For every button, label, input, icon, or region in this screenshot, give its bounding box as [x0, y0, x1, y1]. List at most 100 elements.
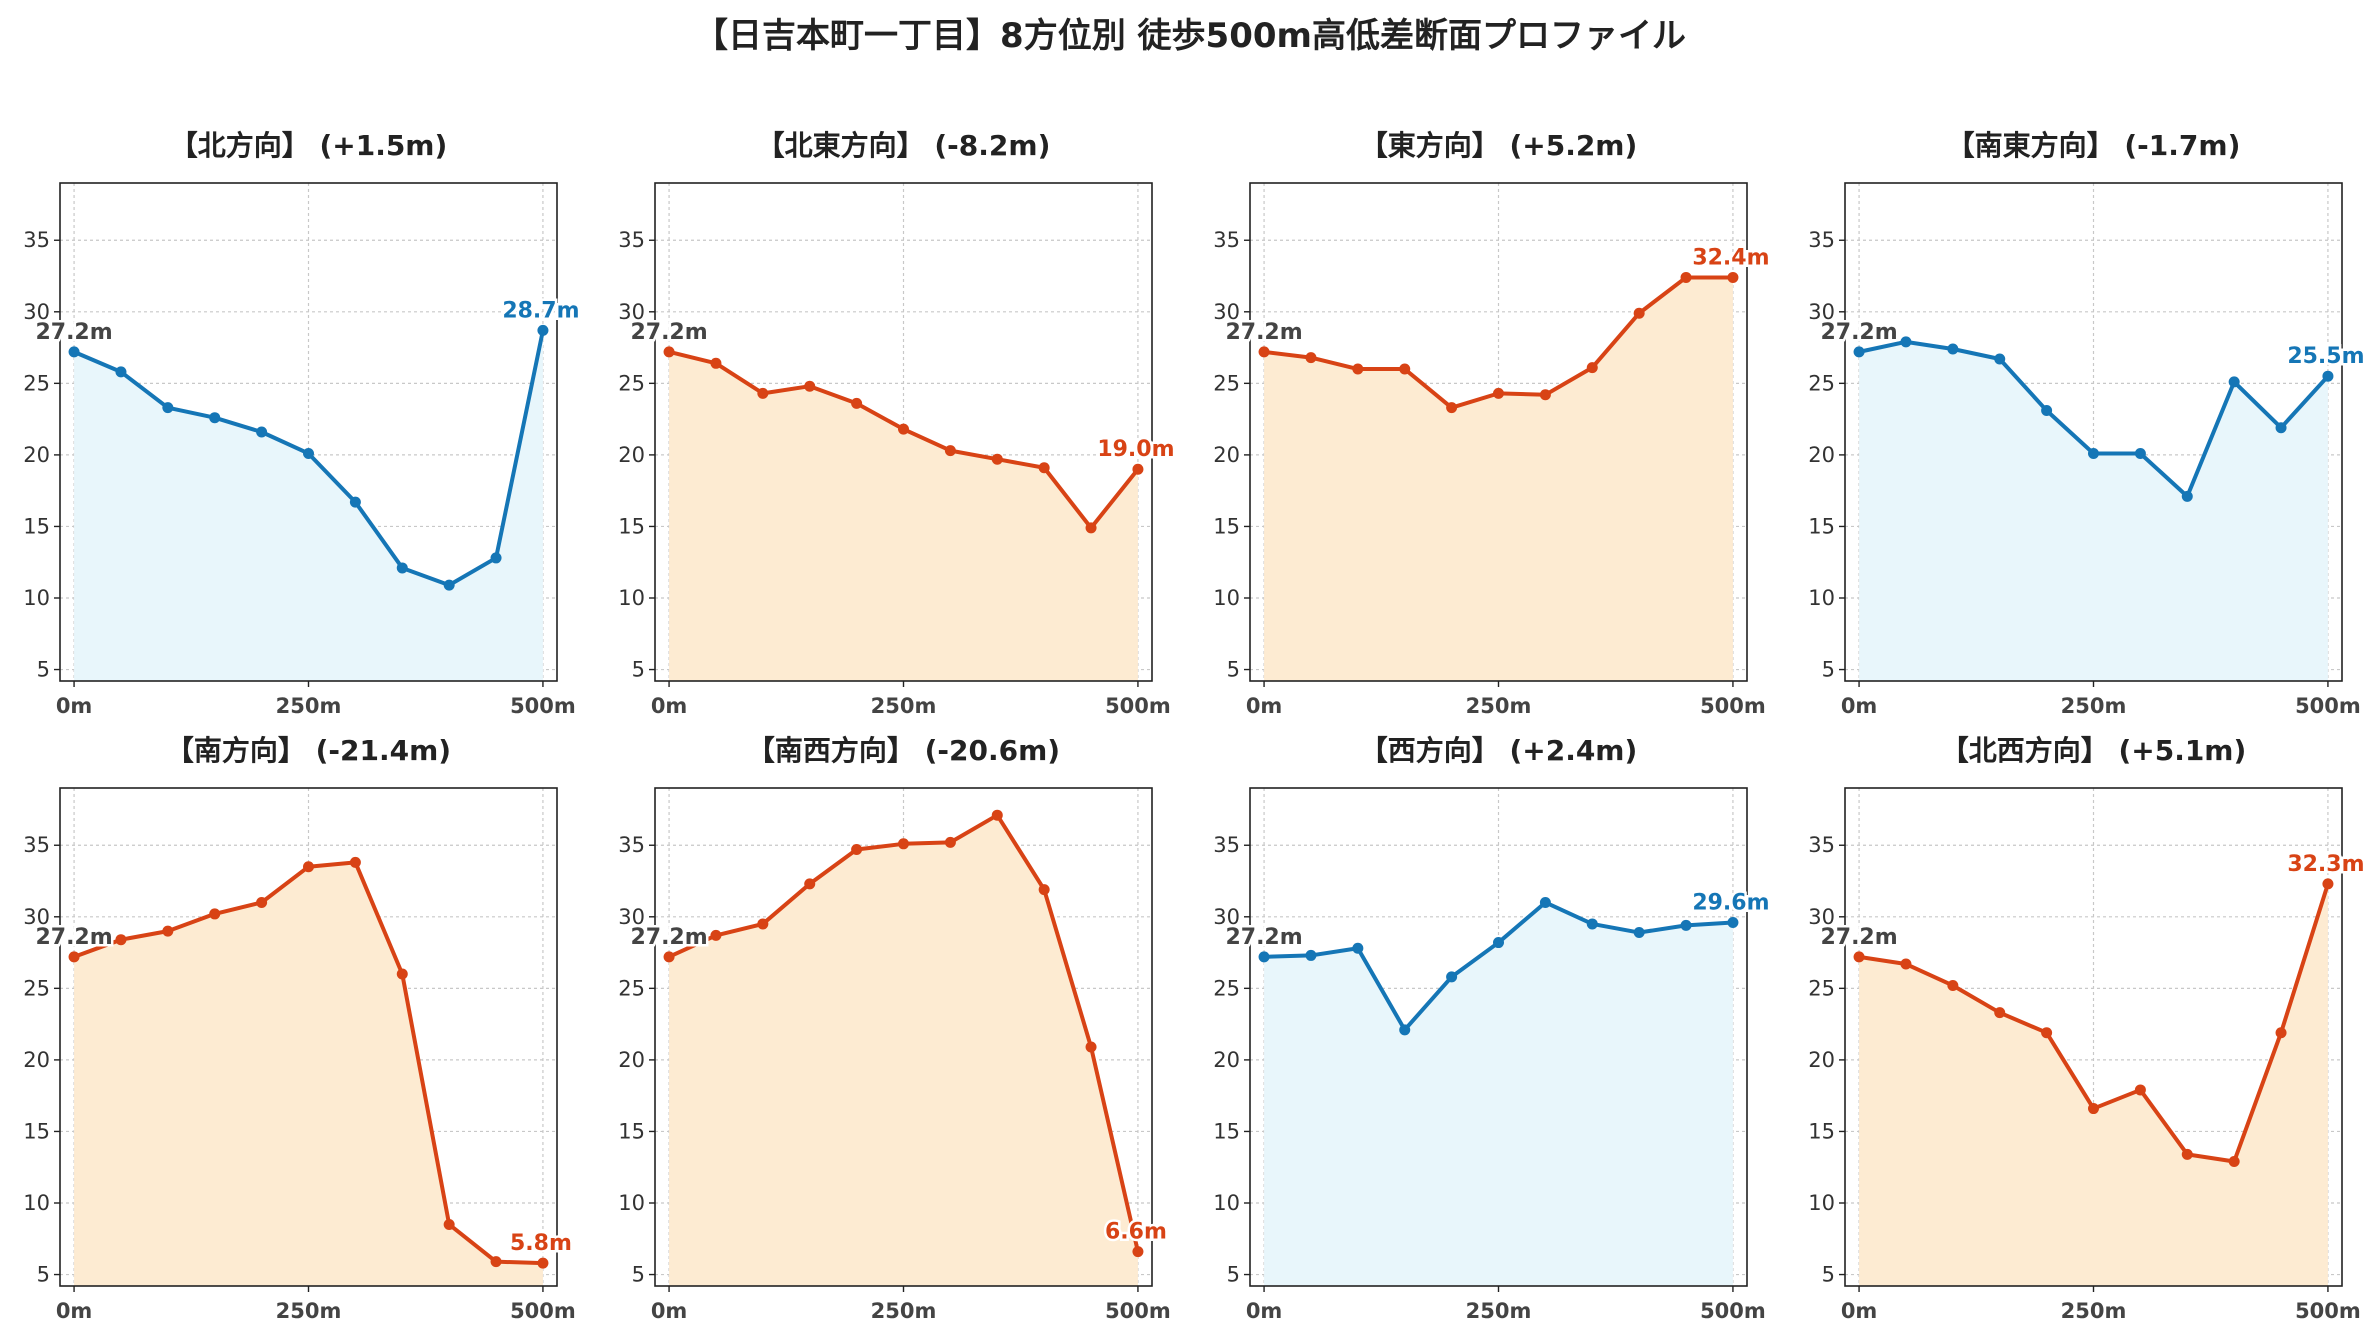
start-value-label: 27.2m [630, 925, 707, 950]
profile-point [1947, 343, 1959, 355]
y-tick-label: 5 [1822, 1263, 1835, 1287]
x-tick-label: 500m [510, 1299, 576, 1323]
profile-point [1038, 462, 1050, 474]
profile-point [851, 397, 863, 409]
profile-point [663, 951, 675, 963]
profile-point [396, 562, 408, 574]
y-tick-label: 15 [618, 1119, 645, 1143]
profile-area [74, 330, 543, 681]
profile-point [115, 366, 127, 378]
profile-point [490, 552, 502, 564]
profile-point [710, 929, 722, 941]
profile-point [349, 856, 361, 868]
chart-panel-6: 【南西方向】 (-20.6m) 5 10 15 20 25 30 35 0m 250m 500m 27… [618, 734, 1171, 1323]
y-tick-label: 15 [23, 1119, 50, 1143]
y-tick-label: 10 [618, 1191, 645, 1215]
profile-point [757, 387, 769, 399]
y-tick-label: 25 [23, 371, 50, 395]
profile-point [1633, 307, 1645, 319]
profile-point [209, 908, 221, 920]
profile-area [74, 862, 543, 1286]
x-tick-label: 250m [276, 1299, 342, 1323]
end-value-label: 32.3m [2287, 852, 2364, 877]
profile-area [1859, 883, 2328, 1286]
profile-point [1399, 363, 1411, 375]
end-value-label: 28.7m [502, 298, 579, 323]
profile-point [162, 925, 174, 937]
x-tick-label: 500m [1105, 694, 1171, 718]
profile-point [1947, 979, 1959, 991]
profile-point [710, 357, 722, 369]
profile-point [2041, 405, 2053, 417]
x-tick-label: 0m [1841, 694, 1878, 718]
start-value-label: 27.2m [1225, 320, 1302, 345]
profile-point [1446, 402, 1458, 414]
profile-point [1900, 336, 1912, 348]
profile-point [349, 496, 361, 508]
profile-point [1853, 951, 1865, 963]
y-tick-label: 15 [1213, 514, 1240, 538]
profile-point [2088, 1103, 2099, 1115]
y-tick-label: 35 [618, 228, 645, 252]
x-tick-label: 500m [2295, 1299, 2361, 1323]
profile-point [1586, 918, 1598, 930]
panel-title: 【東方向】 (+5.2m) [1360, 129, 1638, 162]
y-tick-label: 35 [1213, 833, 1240, 857]
profile-area [1264, 277, 1733, 681]
profile-area [1859, 341, 2328, 681]
x-tick-label: 250m [2061, 1299, 2127, 1323]
y-tick-label: 15 [1213, 1119, 1240, 1143]
profile-point [490, 1256, 502, 1268]
start-value-label: 27.2m [1820, 925, 1897, 950]
profile-point [2228, 376, 2240, 388]
x-tick-label: 0m [56, 1299, 93, 1323]
y-tick-label: 15 [23, 514, 50, 538]
x-tick-label: 250m [1466, 694, 1532, 718]
panel-title: 【北東方向】 (-8.2m) [757, 129, 1051, 162]
profile-point [1539, 896, 1551, 908]
profile-point [2275, 1027, 2287, 1039]
profile-point [1900, 958, 1912, 970]
start-value-label: 27.2m [35, 320, 112, 345]
y-tick-label: 25 [23, 976, 50, 1000]
profile-point [1305, 352, 1317, 364]
panel-title: 【北西方向】 (+5.1m) [1941, 734, 2247, 767]
x-tick-label: 0m [1841, 1299, 1878, 1323]
x-tick-label: 0m [651, 1299, 688, 1323]
y-tick-label: 30 [1808, 905, 1835, 929]
y-tick-label: 5 [37, 1263, 50, 1287]
y-tick-label: 30 [618, 905, 645, 929]
profile-point [991, 809, 1003, 821]
profile-point [68, 951, 80, 963]
profile-point [1493, 387, 1504, 399]
y-tick-label: 10 [23, 1191, 50, 1215]
profile-point [303, 447, 314, 459]
y-tick-label: 30 [1808, 300, 1835, 324]
x-tick-label: 500m [2295, 694, 2361, 718]
y-tick-label: 20 [23, 443, 50, 467]
y-tick-label: 25 [618, 371, 645, 395]
profile-point [991, 453, 1003, 465]
y-tick-label: 25 [1808, 371, 1835, 395]
y-tick-label: 15 [1808, 514, 1835, 538]
profile-point [1446, 971, 1458, 983]
y-tick-label: 25 [1213, 976, 1240, 1000]
profile-point [1258, 346, 1270, 358]
profile-point [851, 844, 863, 856]
profile-point [1727, 917, 1739, 929]
y-tick-label: 25 [1808, 976, 1835, 1000]
profile-point [944, 836, 956, 848]
profile-point [2134, 447, 2146, 459]
x-tick-label: 250m [2061, 694, 2127, 718]
y-tick-label: 20 [1213, 1048, 1240, 1072]
profile-area [669, 815, 1138, 1286]
chart-panel-7: 【西方向】 (+2.4m) 5 10 15 20 25 30 35 0m 250m 500m 27.2… [1213, 734, 1772, 1323]
profile-point [1994, 1007, 2006, 1019]
profile-point [303, 861, 314, 873]
profile-point [757, 918, 769, 930]
profile-point [537, 1257, 549, 1269]
profile-point [1680, 919, 1692, 931]
profile-point [2228, 1156, 2240, 1167]
profile-point [804, 380, 816, 392]
chart-panel-1: 【北方向】 (+1.5m) 5 10 15 20 25 30 35 0m 250m 500m 27.2… [23, 129, 582, 718]
